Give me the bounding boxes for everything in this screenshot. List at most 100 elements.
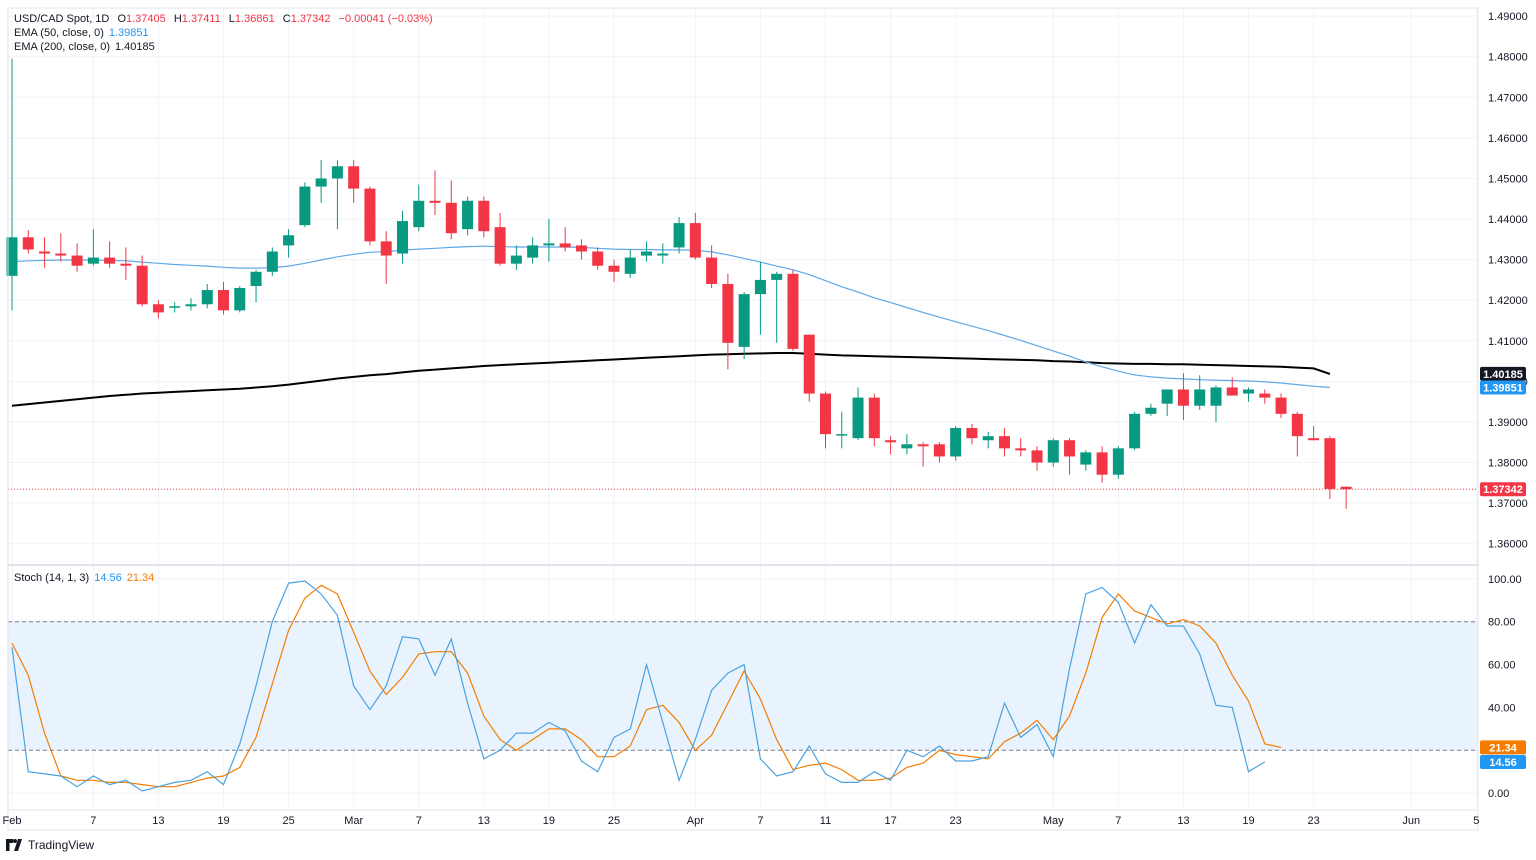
candle-body: [136, 265, 148, 305]
frame-border: [7, 7, 1479, 831]
symbol-label[interactable]: USD/CAD Spot, 1D: [14, 13, 110, 25]
candlesticks[interactable]: [6, 58, 1352, 509]
price-tick-label: 1.39000: [1488, 417, 1528, 429]
low-value: 1.36861: [234, 13, 275, 25]
candle-body: [413, 200, 425, 228]
candle-body: [348, 166, 360, 189]
candle-body: [754, 279, 766, 295]
ema200-legend-value: 1.40185: [115, 41, 155, 53]
stoch-lines: [11, 580, 1282, 792]
time-tick-label: 23: [1307, 815, 1319, 827]
candle-body: [185, 304, 197, 307]
time-axis[interactable]: Feb 7 13 19 25 Mar 7 13 19 25 Apr 7 11 17 23 May 7 13 19 23…: [3, 815, 1480, 827]
price-tick-label: 1.49000: [1488, 11, 1528, 23]
stoch-d-legend-value: 21.34: [126, 572, 155, 584]
stoch-legend-label: Stoch (14, 1, 3): [14, 572, 90, 584]
time-tick-label: Apr: [687, 815, 704, 827]
candle-body: [120, 263, 132, 266]
ema200-legend-label: EMA (200, close, 0): [14, 41, 110, 53]
candle-body: [87, 257, 99, 264]
candle-body: [1145, 407, 1157, 414]
candle-body: [478, 200, 490, 232]
price-tick-label: 1.45000: [1488, 173, 1528, 185]
time-tick-label: 17: [884, 815, 896, 827]
candle-body: [39, 251, 51, 254]
ema200-legend[interactable]: EMA (200, close, 0) 1.40185: [14, 41, 155, 54]
candle-body: [559, 243, 571, 248]
candle-body: [152, 304, 164, 313]
high-label: H: [173, 13, 182, 25]
candle-body: [608, 265, 620, 272]
candle-body: [917, 444, 929, 447]
stoch-d-line: [11, 584, 1282, 788]
candle-body: [592, 251, 604, 266]
time-tick-label: 13: [152, 815, 164, 827]
ema200-line-group: [11, 352, 1331, 407]
price-tick-label: 1.46000: [1488, 133, 1528, 145]
candle-body: [1275, 397, 1287, 414]
candle-body: [641, 251, 653, 256]
price-tick-label: 1.37000: [1488, 498, 1528, 510]
ema50-line: [11, 245, 1330, 389]
candle-body: [1064, 440, 1076, 457]
candle-body: [510, 255, 522, 264]
time-tick-label: 19: [217, 815, 229, 827]
candle-body: [1291, 413, 1303, 437]
candle-body: [803, 334, 815, 394]
ema50-price-tag: 1.39851: [1483, 382, 1523, 394]
candle-body: [1243, 389, 1255, 394]
stoch-k-tag-bg: [1480, 754, 1526, 769]
candle-body: [706, 257, 718, 284]
chart-frame: [7, 7, 1479, 831]
candle-body: [71, 255, 83, 266]
time-tick-label: 11: [820, 815, 831, 827]
candle-body: [820, 393, 831, 435]
candle-body: [787, 273, 799, 349]
candle-body: [364, 188, 376, 242]
candle-body: [998, 436, 1010, 449]
candle-body: [250, 271, 262, 286]
candle-body: [22, 237, 34, 250]
price-axis[interactable]: 1.49000 1.48000 1.47000 1.46000 1.45000 1.440…: [1488, 11, 1528, 551]
open-label: O: [117, 13, 126, 25]
price-tick-label: 1.38000: [1488, 458, 1528, 470]
time-tick-label: 25: [282, 815, 294, 827]
close-value: 1.37342: [290, 13, 331, 25]
time-tick-label: 7: [90, 815, 96, 827]
candle-body: [331, 166, 343, 179]
open-value: 1.37405: [126, 13, 166, 25]
candle-body: [852, 397, 864, 439]
candle-body: [950, 428, 962, 457]
candle-body: [1308, 438, 1320, 441]
candle-body: [445, 202, 457, 234]
candle-body: [218, 290, 230, 311]
candle-body: [1259, 393, 1271, 398]
time-tick-label: Mar: [344, 815, 363, 827]
candle-body: [657, 253, 669, 256]
candle-body: [982, 436, 994, 441]
ema50-legend[interactable]: EMA (50, close, 0) 1.39851: [14, 27, 149, 40]
stoch-tick-label: 100.00: [1488, 574, 1522, 586]
candle-body: [429, 200, 441, 203]
candle-body: [1047, 440, 1059, 463]
stoch-legend[interactable]: Stoch (14, 1, 3) 14.56 21.34: [14, 572, 154, 585]
price-tick-label: 1.36000: [1488, 539, 1528, 551]
candle-body: [169, 306, 181, 308]
tradingview-logo[interactable]: TradingView: [6, 838, 94, 852]
candle-body: [901, 444, 913, 449]
stoch-d-tag: 21.34: [1489, 742, 1517, 754]
main-legend: USD/CAD Spot, 1D O1.37405 H1.37411 L1.36…: [14, 13, 433, 26]
time-tick-label: 7: [1115, 815, 1121, 827]
time-tick-label: 19: [543, 815, 555, 827]
candle-body: [575, 245, 587, 252]
stoch-band: [8, 621, 1478, 751]
stoch-k-line: [11, 580, 1266, 792]
candle-body: [55, 253, 67, 256]
candle-body: [266, 251, 278, 272]
time-tick-label: 23: [950, 815, 962, 827]
time-tick-label: May: [1043, 815, 1064, 827]
time-tick-label: 13: [1177, 815, 1189, 827]
candle-body: [1129, 413, 1141, 449]
